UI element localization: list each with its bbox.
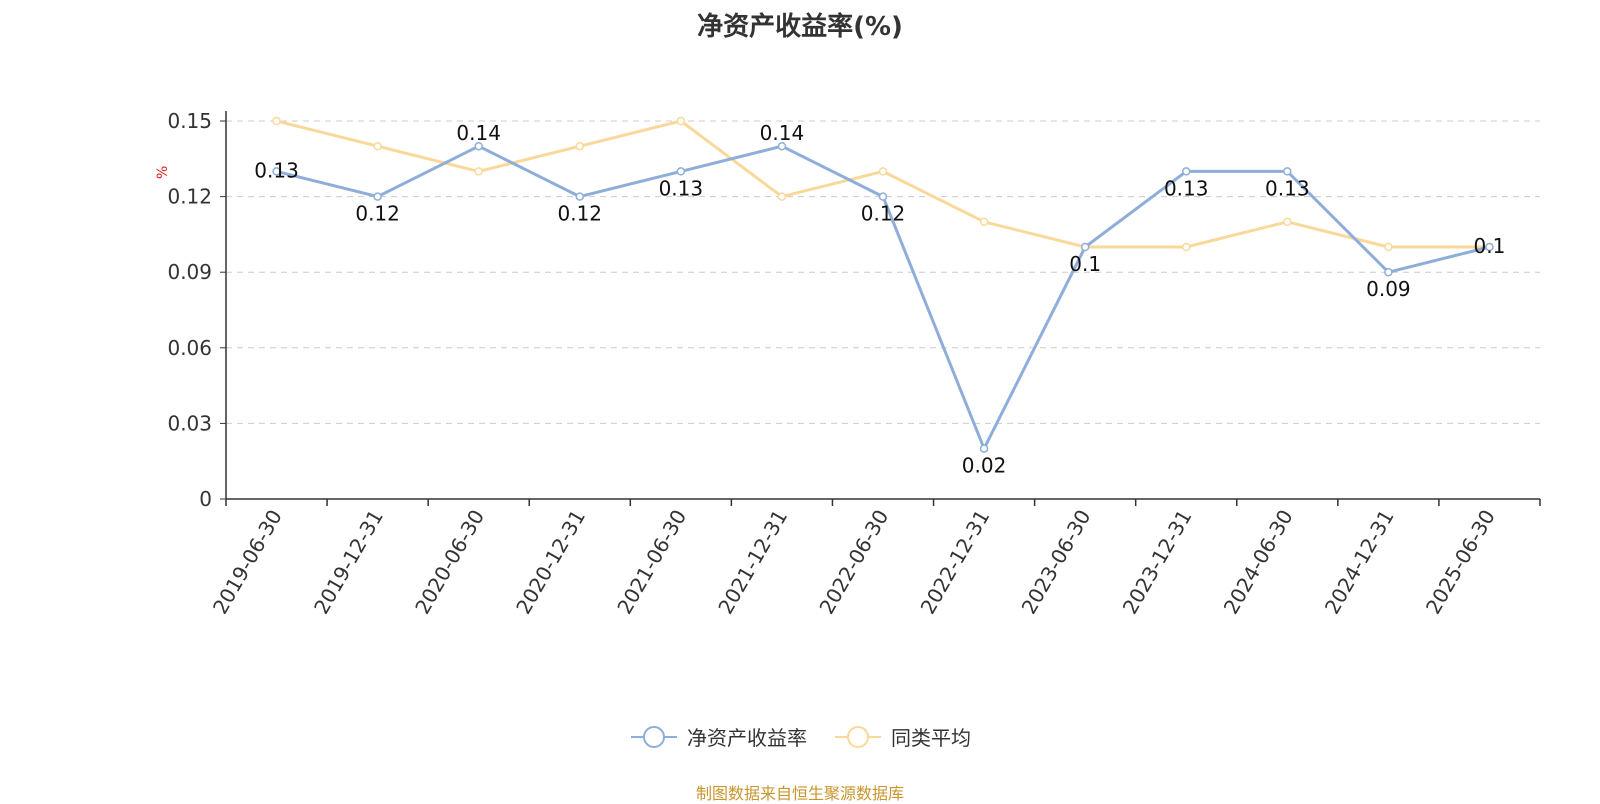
data-label: 0.12 [558,202,603,226]
x-tick-label: 2020-12-31 [511,506,590,619]
x-tick-label: 2019-12-31 [309,506,388,619]
data-point-1 [474,167,483,176]
axes: 0 0.03 0.06 0.09 0.12 0.15% 2019-06-30 2019-12-… [155,109,1541,619]
legend-label-roe: 净资产收益率 [687,726,807,750]
x-tick-label: 2021-12-31 [713,506,792,619]
data-point-1 [676,116,686,126]
y-tick-label: 0.09 [167,260,212,284]
x-tick-label: 2022-06-30 [814,506,893,619]
line-chart: 0 0.03 0.06 0.09 0.12 0.15% 2019-06-30 2019-12-… [155,109,1541,619]
data-point-0 [373,192,382,201]
data-label: 0.13 [659,176,704,200]
data-point-0 [1485,242,1494,252]
data-point-1 [979,217,989,227]
x-tick-label: 2025-06-30 [1421,506,1500,619]
y-tick-label: 0.06 [167,336,212,360]
legend-label-peer-average: 同类平均 [891,726,971,750]
data-point-0 [979,444,989,453]
data-point-1 [575,141,585,151]
data-point-0 [272,167,281,176]
data-label: 0.09 [1366,277,1411,301]
x-tick-label: 2019-06-30 [208,506,287,619]
data-point-0 [1384,267,1393,277]
legend-marker-peer-average [835,725,881,748]
x-tick-label: 2023-06-30 [1017,506,1096,619]
data-label: 0.14 [760,121,805,145]
data-point-1 [878,167,888,176]
y-tick-label: 0.12 [167,185,212,209]
x-tick-label: 2020-06-30 [410,506,489,619]
data-point-1 [373,141,382,151]
data-point-1 [1181,242,1191,252]
legend-marker-roe [631,725,677,748]
data-label: 0.13 [254,158,299,182]
data-label: 0.02 [962,454,1007,478]
data-label: 0.12 [355,202,400,226]
data-point-0 [575,192,585,201]
y-tick-label: 0.15 [167,109,212,133]
x-tick-label: 2024-06-30 [1219,506,1298,619]
legend-item-peer-average[interactable]: 同类平均 [833,722,971,751]
x-tick-label: 2021-06-30 [612,506,691,619]
legend: 净资产收益率 同类平均 [0,722,1600,751]
data-point-0 [1181,167,1191,176]
data-label: 0.14 [456,121,501,145]
data-point-0 [777,141,787,151]
y-axis-label: % [155,166,171,179]
x-tick-label: 2022-12-31 [916,506,995,619]
series-layer [272,116,1494,453]
source-note: 制图数据来自恒生聚源数据库 [695,784,904,803]
data-label: 0.1 [1474,234,1506,258]
data-point-0 [878,192,888,201]
data-point-0 [676,167,686,176]
data-label: 0.13 [1164,176,1209,200]
grid-lines [226,120,1540,424]
y-tick-label: 0 [199,487,212,511]
data-label: 0.12 [861,202,906,226]
data-point-0 [1283,167,1292,176]
data-label: 0.13 [1265,176,1310,200]
data-point-1 [777,192,787,201]
data-point-1 [272,116,281,126]
data-label: 0.1 [1069,252,1101,276]
legend-item-roe[interactable]: 净资产收益率 [629,722,807,751]
x-tick-label: 2023-12-31 [1118,506,1197,619]
data-point-0 [474,141,483,151]
x-tick-label: 2024-12-31 [1320,506,1399,619]
data-point-0 [1080,242,1090,252]
data-point-1 [1283,217,1292,227]
data-point-1 [1384,242,1393,252]
data-labels: 0.13 0.12 0.14 0.12 0.13 0.14 0.12 0.02 0.1 0.13 0… [254,121,1505,477]
chart-title: 净资产收益率(%) [697,12,903,42]
y-tick-label: 0.03 [167,411,212,435]
